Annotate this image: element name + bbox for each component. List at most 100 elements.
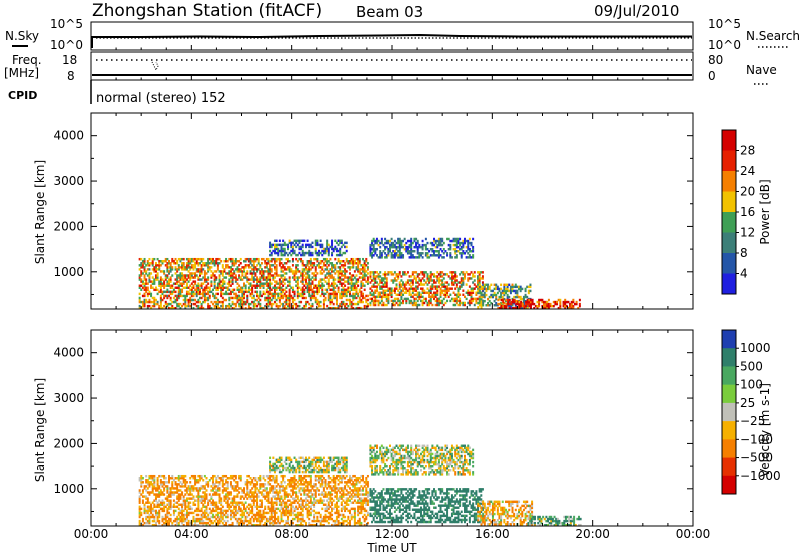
heatmap-cell bbox=[413, 239, 416, 243]
heatmap-cell bbox=[243, 487, 246, 490]
heatmap-cell bbox=[192, 489, 195, 492]
heatmap-cell bbox=[382, 293, 385, 297]
heatmap-cell bbox=[140, 284, 143, 287]
heatmap-cell bbox=[241, 519, 244, 523]
heatmap-cell bbox=[467, 252, 470, 255]
heatmap-cell bbox=[247, 495, 250, 498]
heatmap-cell bbox=[262, 517, 265, 521]
heatmap-cell bbox=[238, 302, 241, 306]
heatmap-cell bbox=[177, 517, 180, 521]
heatmap-cell bbox=[285, 251, 288, 255]
heatmap-cell bbox=[148, 477, 151, 480]
heatmap-cell bbox=[166, 489, 169, 492]
heatmap-cell bbox=[379, 295, 382, 299]
heatmap-cell bbox=[303, 519, 306, 523]
heatmap-cell bbox=[331, 245, 334, 249]
heatmap-cell bbox=[428, 279, 431, 282]
heatmap-cell bbox=[554, 300, 557, 304]
heatmap-cell bbox=[467, 293, 470, 297]
heatmap-cell bbox=[371, 271, 374, 274]
heatmap-cell bbox=[300, 479, 303, 482]
heatmap-cell bbox=[296, 517, 299, 521]
heatmap-cell bbox=[168, 262, 171, 265]
heatmap-cell bbox=[503, 304, 506, 308]
heatmap-cell bbox=[340, 270, 343, 273]
heatmap-cell bbox=[410, 245, 413, 249]
heatmap-cell bbox=[233, 499, 236, 502]
heatmap-cell bbox=[514, 291, 517, 295]
heatmap-cell bbox=[267, 292, 270, 296]
heatmap-cell bbox=[181, 284, 184, 287]
heatmap-cell bbox=[158, 487, 161, 490]
heatmap-cell bbox=[270, 253, 273, 257]
heatmap-cell bbox=[168, 280, 171, 283]
heatmap-cell bbox=[400, 256, 403, 259]
heatmap-cell bbox=[468, 293, 471, 297]
heatmap-cell bbox=[243, 290, 246, 294]
heatmap-cell bbox=[392, 256, 395, 259]
heatmap-cell bbox=[365, 304, 368, 308]
heatmap-cell bbox=[212, 487, 215, 490]
heatmap-cell bbox=[339, 280, 342, 283]
heatmap-cell bbox=[355, 262, 358, 265]
heatmap-cell bbox=[259, 264, 262, 267]
heatmap-cell bbox=[195, 274, 198, 277]
heatmap-cell bbox=[416, 256, 419, 259]
heatmap-cell bbox=[177, 264, 180, 267]
heatmap-cell bbox=[353, 292, 356, 296]
heatmap-cell bbox=[529, 300, 532, 304]
heatmap-cell bbox=[288, 292, 291, 296]
heatmap-cell bbox=[529, 289, 532, 293]
heatmap-cell bbox=[174, 509, 177, 513]
heatmap-cell bbox=[287, 247, 290, 251]
heatmap-cell bbox=[163, 282, 166, 285]
heatmap-cell bbox=[238, 260, 241, 263]
heatmap-cell bbox=[270, 264, 273, 267]
heatmap-cell bbox=[267, 276, 270, 279]
freq-unit: [MHz] bbox=[4, 66, 39, 80]
heatmap-cell bbox=[352, 286, 355, 289]
heatmap-cell bbox=[141, 304, 144, 308]
heatmap-cell bbox=[174, 262, 177, 265]
heatmap-cell bbox=[280, 274, 283, 277]
heatmap-cell bbox=[181, 491, 184, 494]
heatmap-cell bbox=[221, 477, 224, 480]
heatmap-cell bbox=[327, 270, 330, 273]
heatmap-cell bbox=[277, 507, 280, 511]
heatmap-cell bbox=[282, 274, 285, 277]
heatmap-cell bbox=[194, 280, 197, 283]
heatmap-cell bbox=[385, 303, 388, 307]
heatmap-cell bbox=[158, 491, 161, 494]
heatmap-cell bbox=[332, 282, 335, 285]
heatmap-cell bbox=[291, 298, 294, 302]
heatmap-cell bbox=[380, 287, 383, 290]
heatmap-cell bbox=[282, 499, 285, 502]
heatmap-cell bbox=[352, 260, 355, 263]
heatmap-cell bbox=[382, 277, 385, 280]
heatmap-cell bbox=[177, 268, 180, 271]
heatmap-cell bbox=[216, 515, 219, 519]
heatmap-cell bbox=[151, 286, 154, 289]
heatmap-cell bbox=[357, 292, 360, 296]
heatmap-cell bbox=[238, 264, 241, 267]
heatmap-cell bbox=[301, 292, 304, 296]
heatmap-cell bbox=[141, 481, 144, 484]
heatmap-cell bbox=[455, 237, 458, 241]
heatmap-cell bbox=[280, 517, 283, 521]
heatmap-cell bbox=[172, 296, 175, 300]
heatmap-cell bbox=[318, 249, 321, 253]
heatmap-cell bbox=[400, 293, 403, 297]
heatmap-cell bbox=[395, 241, 398, 245]
heatmap-cell bbox=[350, 282, 353, 285]
heatmap-cell bbox=[241, 302, 244, 306]
heatmap-cell bbox=[564, 304, 567, 308]
colorbar-tick-label: 28 bbox=[740, 144, 755, 158]
heatmap-cell bbox=[329, 296, 332, 300]
heatmap-cell bbox=[254, 266, 257, 269]
heatmap-cell bbox=[388, 250, 391, 253]
heatmap-cell bbox=[393, 297, 396, 301]
heatmap-cell bbox=[339, 239, 342, 243]
heatmap-cell bbox=[410, 293, 413, 297]
heatmap-cell bbox=[446, 289, 449, 292]
